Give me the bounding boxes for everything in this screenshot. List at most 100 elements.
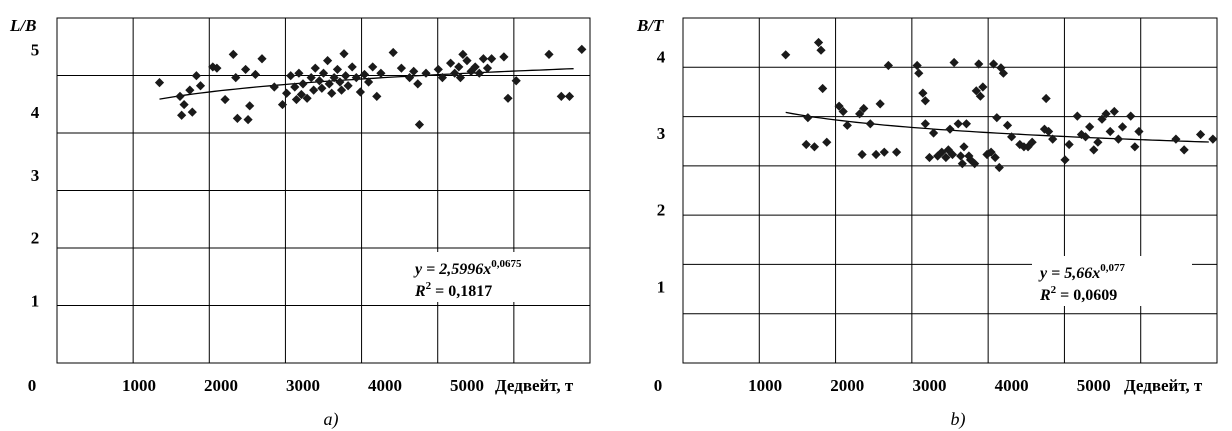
panel-a-data-point xyxy=(175,91,185,102)
panel-b-data-point xyxy=(816,45,826,55)
panel-b-data-point xyxy=(914,68,924,78)
panel-a-data-point xyxy=(482,63,493,73)
panel-b-data-point xyxy=(928,128,939,138)
panel-a-y-tick-label: 5 xyxy=(31,40,40,59)
panel-a-data-point xyxy=(413,79,423,89)
panel-b-x-tick-label: 2000 xyxy=(830,376,864,395)
panel-a-data-point xyxy=(359,69,370,80)
panel-a-data-point xyxy=(409,66,419,76)
panel-b-data-point xyxy=(871,149,881,160)
panel-b-x-tick-labels: 0 1000 2000 3000 4000 5000 xyxy=(654,376,1111,395)
panel-a-data-point xyxy=(185,85,195,95)
panel-b-data-point xyxy=(965,155,976,165)
panel-b-data-point xyxy=(1015,139,1025,150)
panel-a-data-point xyxy=(245,101,255,111)
panel-a-data-point xyxy=(296,89,306,100)
panel-b-data-point xyxy=(1109,106,1119,117)
panel-b-data-point xyxy=(1195,129,1206,140)
panel-a-subfigure-label: a) xyxy=(324,409,339,430)
panel-a-trendline xyxy=(159,68,574,100)
panel-a-data-point xyxy=(372,91,382,102)
panel-a-data-point xyxy=(499,52,509,62)
panel-a-chart: 0 1000 2000 3000 4000 5000 1 2 3 4 5 L/B Дедвейт,… xyxy=(9,16,591,430)
panel-b-data-point xyxy=(974,59,984,69)
panel-a-data-point xyxy=(376,68,386,78)
panel-a-data-point xyxy=(437,72,447,83)
panel-a-data-point xyxy=(368,62,378,72)
panel-a-data-point xyxy=(466,66,476,76)
panel-b-data-point xyxy=(970,159,980,169)
panel-b-data-point xyxy=(1117,122,1128,132)
panel-b-data-point xyxy=(1043,126,1054,137)
panel-a-x-tick-label: 1000 xyxy=(122,376,156,395)
panel-b-data-point xyxy=(992,113,1002,123)
panel-b-x-axis-label: Дедвейт, т xyxy=(1124,376,1203,395)
panel-b-trend-equation: y = 5,66x0,077 R2 = 0,0609 xyxy=(1032,256,1192,306)
panel-a-data-point xyxy=(302,93,312,103)
panel-b-r2-value: = 0,0609 xyxy=(1060,287,1117,304)
panel-b-y-axis-label: B/T xyxy=(636,16,664,35)
panel-a-equation-box xyxy=(408,252,584,302)
panel-a-x-tick-labels: 0 1000 2000 3000 4000 5000 xyxy=(28,376,484,395)
panel-b-data-point xyxy=(912,60,922,71)
panel-b-data-point xyxy=(1085,122,1095,132)
panel-a-plot-frame xyxy=(56,17,591,364)
panel-b-data-point xyxy=(1060,155,1070,165)
panel-a-eq-var: x xyxy=(482,261,491,278)
panel-a-data-point xyxy=(269,82,279,92)
panel-b-data-point xyxy=(822,137,832,147)
panel-b-trendline-curve xyxy=(785,111,1209,143)
panel-a-trend-equation: y = 2,5996x0,0675 R2 = 0,1817 xyxy=(408,252,584,302)
panel-a-data-point xyxy=(294,68,304,78)
panel-b-y-tick-label: 1 xyxy=(657,277,666,296)
panel-b-chart: 0 1000 2000 3000 4000 5000 1 2 3 4 B/T Дедвейт, … xyxy=(636,16,1218,430)
panel-b-data-point xyxy=(949,57,959,68)
panel-b-data-point xyxy=(813,37,824,48)
panel-a-r2-value: = 0,1817 xyxy=(435,283,492,300)
panel-a-data-point xyxy=(351,72,361,83)
panel-b-plot-frame xyxy=(682,17,1218,364)
panel-b-data-point xyxy=(1080,132,1091,142)
panel-b-y-tick-label: 4 xyxy=(657,47,666,66)
panel-a-data-point xyxy=(257,54,267,64)
panel-b-data-point xyxy=(838,106,848,117)
panel-b-trendline xyxy=(785,111,1209,143)
panel-b-x-tick-label: 5000 xyxy=(1077,376,1111,395)
panel-a-data-point xyxy=(335,77,345,87)
panel-a-data-point xyxy=(339,49,349,59)
panel-a-data-point xyxy=(179,99,189,110)
panel-b-data-point xyxy=(920,96,930,106)
panel-b-data-point xyxy=(988,59,999,69)
panel-b-data-point xyxy=(879,147,889,157)
panel-b-data-point xyxy=(1007,132,1017,142)
panel-b-data-point xyxy=(883,60,893,71)
panel-b-x-tick-label: 0 xyxy=(654,376,663,395)
panel-b-data-point xyxy=(975,91,985,101)
panel-a-data-point xyxy=(347,62,357,72)
panel-b-data-point xyxy=(1126,111,1136,121)
panel-b-data-point xyxy=(857,149,867,160)
panel-b-data-point xyxy=(986,147,996,157)
panel-a-data-point xyxy=(355,87,365,97)
panel-a-data-point xyxy=(332,64,343,75)
panel-a-data-point xyxy=(154,78,165,88)
panel-b-data-point xyxy=(1113,134,1124,144)
panel-a-x-tick-label: 0 xyxy=(28,376,37,395)
panel-a-data-point xyxy=(314,76,324,86)
panel-b-gridlines xyxy=(683,18,1217,363)
panel-b-x-tick-label: 3000 xyxy=(912,376,946,395)
panel-b-data-point xyxy=(920,119,930,129)
panel-b-data-point xyxy=(1023,142,1033,152)
panel-b-data-point xyxy=(990,152,1000,163)
panel-b-equation: y = 5,66x0,077 xyxy=(1038,262,1125,282)
panel-a-r-squared: R2 = 0,1817 xyxy=(414,280,492,300)
panel-a-data-point xyxy=(474,68,484,78)
panel-b-y-tick-label: 3 xyxy=(657,124,666,143)
panel-b-data-point xyxy=(945,124,955,134)
panel-b-data-point xyxy=(1002,120,1013,130)
panel-b-eq-prefix: y = 5,66 xyxy=(1038,265,1092,282)
panel-b-y-tick-label: 2 xyxy=(657,201,666,220)
panel-b-data-points xyxy=(781,37,1218,173)
panel-a-data-point xyxy=(324,79,334,89)
panel-b-data-point xyxy=(956,151,966,161)
